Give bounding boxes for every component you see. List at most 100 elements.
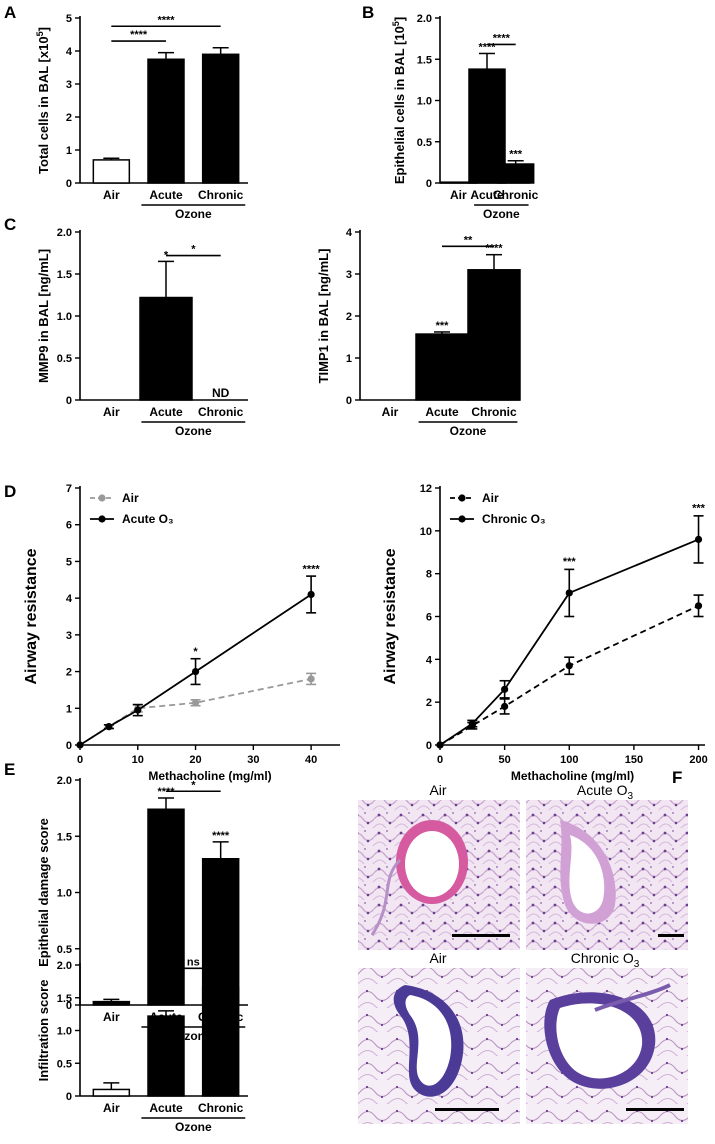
- legend-label: Air: [122, 491, 139, 505]
- y-tick-label: 0.5: [57, 1058, 72, 1070]
- y-tick-label: 2: [426, 697, 432, 709]
- histology-label-chronic: Chronic O3: [571, 950, 640, 970]
- data-point: [307, 590, 315, 599]
- category-label: Air: [103, 188, 120, 202]
- y-axis-title: Airway resistance: [23, 548, 40, 684]
- histology-panel: Air Acute O3 Air Chronic O3: [358, 782, 688, 1124]
- panel-letter-a: A: [4, 3, 16, 22]
- histology-label-air-2: Air: [429, 950, 446, 966]
- data-point: [307, 675, 315, 683]
- category-label: Acute: [149, 405, 183, 419]
- data-point: [694, 535, 703, 544]
- category-label: Acute: [149, 188, 183, 202]
- category-label: Air: [103, 1010, 120, 1024]
- panel-letter-f: F: [672, 768, 682, 787]
- data-point: [105, 723, 113, 731]
- bar: [201, 858, 240, 1006]
- y-tick-label: 3: [66, 79, 72, 91]
- y-axis-title: MMP9 in BAL [ng/mL]: [36, 249, 51, 383]
- x-axis-title: Methacholine (mg/ml): [148, 769, 271, 783]
- x-tick-label: 30: [247, 754, 259, 766]
- significance-label: ****: [485, 243, 503, 255]
- panel-letter-e: E: [4, 760, 15, 779]
- data-point: [468, 719, 476, 728]
- bar: [147, 1015, 185, 1097]
- bar: [496, 163, 535, 184]
- category-label: Acute: [470, 188, 504, 202]
- y-tick-label: 0.5: [57, 944, 72, 956]
- category-label: Acute: [149, 1101, 183, 1115]
- y-tick-label: 1: [346, 353, 352, 365]
- y-tick-label: 0: [426, 178, 432, 190]
- group-label: Ozone: [483, 207, 520, 221]
- bar: [92, 159, 131, 184]
- bar: [92, 1000, 131, 1006]
- y-tick-label: 2.0: [57, 775, 72, 787]
- y-tick-label: 0: [66, 1000, 72, 1012]
- y-axis-title: Total cells in BAL [x105]: [35, 27, 51, 174]
- x-tick-label: 10: [132, 754, 144, 766]
- chart-e2: 0 0.5 1.0 1.5 2.0 Infiltration score Air **** Ac…: [36, 956, 248, 1134]
- bracket-label: ****: [157, 14, 175, 26]
- histology-label-air-1: Air: [429, 782, 446, 798]
- y-tick-label: 2.0: [57, 227, 72, 239]
- y-tick-label: 5: [66, 556, 72, 568]
- y-axis-title: Airway resistance: [382, 548, 399, 684]
- y-tick-label: 2: [346, 311, 352, 323]
- y-axis-title: Epithelial cells in BAL [105]: [391, 17, 407, 184]
- bar: [147, 58, 185, 184]
- y-tick-label: 1.0: [57, 311, 72, 323]
- y-tick-label: 1: [66, 703, 72, 715]
- chart-b: 0 0.5 1.0 1.5 2.0 Epithelial cells in BAL [10…: [391, 13, 539, 221]
- y-axis-title: Epithelial damage score: [36, 818, 51, 967]
- panel-letter-c: C: [4, 215, 16, 234]
- series-line: [79, 678, 312, 746]
- category-label: Chronic: [471, 405, 517, 419]
- x-tick-label: 50: [499, 754, 511, 766]
- y-tick-label: 10: [420, 526, 432, 538]
- y-tick-label: 2.0: [417, 13, 432, 25]
- y-axis-title: Infiltration score: [36, 980, 51, 1082]
- significance-label: *: [193, 646, 198, 658]
- y-tick-label: 0: [66, 178, 72, 190]
- significance-label: ***: [692, 503, 706, 515]
- group-label: Ozone: [450, 424, 487, 438]
- y-tick-label: 0.5: [57, 353, 72, 365]
- x-tick-label: 20: [189, 754, 201, 766]
- x-tick-label: 100: [560, 754, 578, 766]
- significance-label: ***: [563, 556, 577, 568]
- x-axis-title: Methacholine (mg/ml): [511, 769, 634, 783]
- y-tick-label: 1.5: [57, 831, 72, 843]
- y-tick-label: 1.5: [57, 269, 72, 281]
- y-tick-label: 7: [66, 483, 72, 495]
- data-point: [501, 702, 509, 711]
- x-tick-label: 0: [437, 754, 443, 766]
- bracket-label: *: [191, 779, 196, 791]
- chart-d2: 0 2 4 6 8 10 12 0 50 100 150 200 Methacholine (mg/ml…: [382, 483, 708, 783]
- y-tick-label: 4: [346, 227, 353, 239]
- y-tick-label: 1.0: [57, 1026, 72, 1038]
- significance-label: ****: [303, 563, 321, 575]
- bracket-label: ****: [130, 29, 148, 41]
- panel-letter-group: A B C D E F: [4, 3, 682, 787]
- data-point: [565, 589, 573, 597]
- significance-label: ****: [212, 962, 230, 974]
- chart-d1: 0 1 2 3 4 5 6 7 0 10 20 30 40 Methacholine (mg/ml) Air…: [23, 483, 340, 783]
- y-tick-label: 0: [66, 740, 72, 752]
- y-tick-label: 4: [66, 46, 73, 58]
- category-label: Air: [103, 1101, 120, 1115]
- bracket-label: ns: [187, 956, 200, 968]
- y-tick-label: 4: [426, 654, 433, 666]
- significance-label: ****: [157, 999, 175, 1011]
- y-tick-label: 4: [66, 593, 73, 605]
- data-point: [134, 706, 142, 714]
- chart-c1: 0 0.5 1.0 1.5 2.0 MMP9 in BAL [ng/mL] Air * Acut…: [36, 227, 248, 438]
- bar: [147, 808, 185, 1006]
- data-point: [191, 699, 200, 707]
- category-label: Chronic: [493, 188, 539, 202]
- y-tick-label: 3: [66, 630, 72, 642]
- significance-label: ***: [509, 149, 523, 161]
- series-line: [439, 604, 699, 746]
